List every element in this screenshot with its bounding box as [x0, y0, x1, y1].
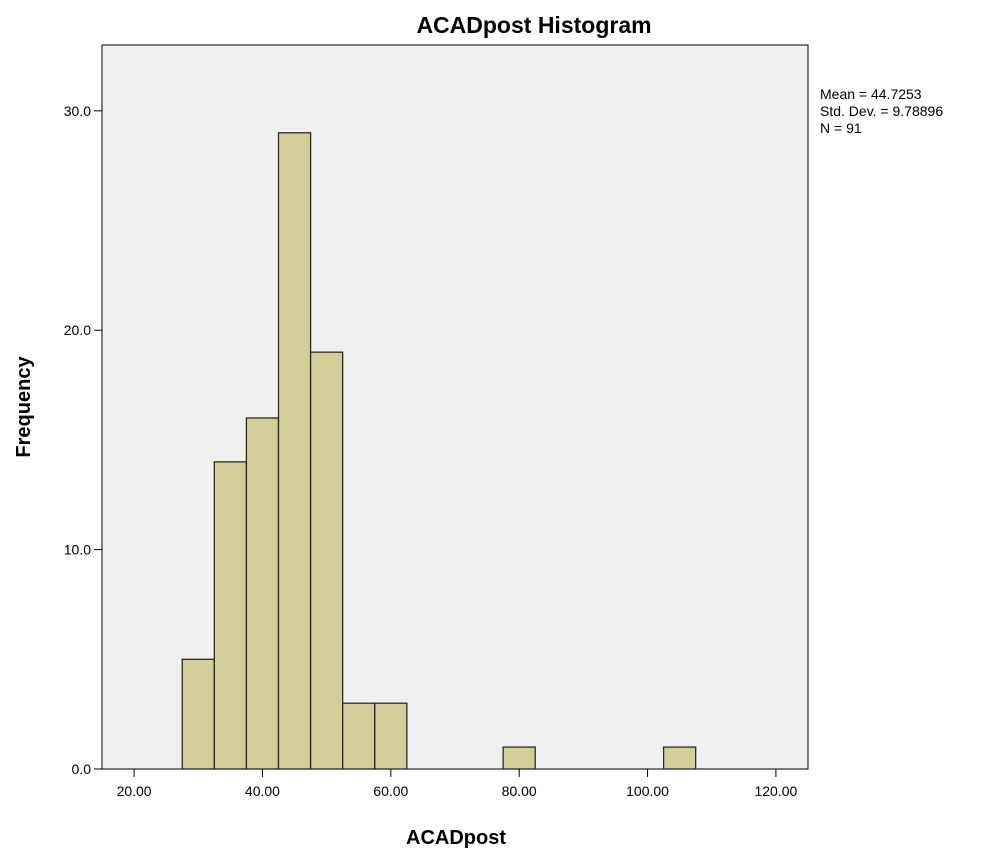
y-tick-label: 0.0	[72, 761, 92, 777]
histogram-bar-8	[662, 746, 697, 770]
y-tick-label: 20.0	[64, 322, 91, 338]
histogram-bar-5	[342, 702, 376, 770]
histogram-bar-6	[374, 702, 408, 770]
x-tick-label: 60.00	[373, 783, 408, 799]
stats-mean: Mean = 44.7253	[820, 86, 922, 102]
x-tick-label: 100.00	[626, 783, 669, 799]
histogram-bar-1	[213, 461, 248, 770]
x-tick-label: 80.00	[502, 783, 537, 799]
histogram-bar-7	[502, 746, 536, 770]
y-tick-label: 10.0	[64, 542, 91, 558]
x-tick-label: 120.00	[754, 783, 797, 799]
histogram-bar-3	[277, 132, 312, 770]
x-axis: 20.00 40.00 60.00 80.00 100.00 120.00	[117, 769, 798, 799]
histogram-bar-0	[181, 658, 215, 770]
histogram-bar-4	[309, 351, 344, 770]
x-axis-label: ACADpost	[406, 827, 506, 849]
y-axis: 0.0 10.0 20.0 30.0	[64, 103, 102, 777]
x-tick-label: 40.00	[245, 783, 280, 799]
stats-std-dev: Std. Dev. = 9.78896	[820, 103, 943, 119]
x-tick-label: 20.00	[117, 783, 152, 799]
chart-title: ACADpost Histogram	[416, 12, 651, 38]
y-tick-label: 30.0	[64, 103, 91, 119]
stats-n: N = 91	[820, 120, 862, 136]
bars-group	[181, 132, 697, 770]
y-axis-label: Frequency	[13, 356, 35, 458]
histogram-bar-2	[245, 417, 280, 770]
